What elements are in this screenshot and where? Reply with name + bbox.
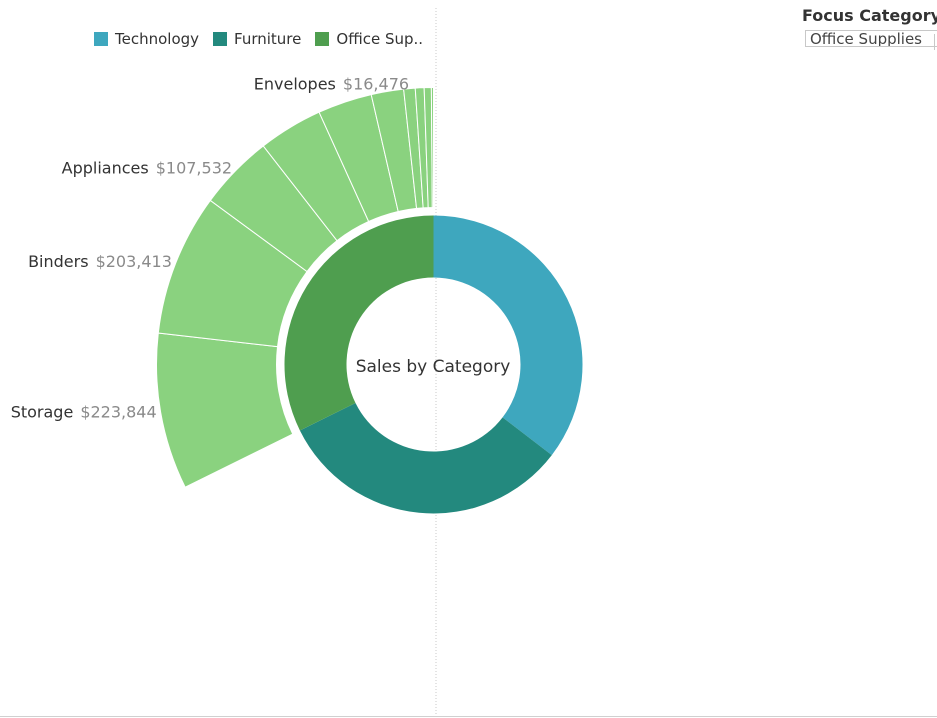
inner-slice-office-supplies[interactable]	[284, 215, 434, 431]
legend-item-technology[interactable]: Technology	[94, 30, 199, 48]
center-label: Sales by Category	[356, 357, 511, 377]
outer-label-value-storage: $223,844	[80, 403, 156, 422]
outer-label-binders: Binders $203,413	[28, 252, 172, 271]
focus-category-dropdown-edge	[934, 34, 935, 50]
focus-category-select[interactable]: Office Supplies	[805, 30, 937, 47]
outer-label-value-binders: $203,413	[96, 252, 172, 271]
focus-category-title: Focus Category	[802, 6, 937, 25]
outer-label-name-envelopes: Envelopes	[254, 75, 336, 94]
outer-label-storage: Storage $223,844	[11, 403, 157, 422]
outer-label-value-appliances: $107,532	[156, 159, 232, 178]
outer-label-name-appliances: Appliances	[62, 159, 149, 178]
legend-item-furniture[interactable]: Furniture	[213, 30, 301, 48]
inner-ring	[284, 215, 583, 514]
legend-label-furniture: Furniture	[234, 30, 302, 48]
inner-slice-furniture[interactable]	[299, 403, 552, 514]
outer-slice-storage[interactable]	[156, 332, 294, 488]
legend-label-office-supplies: Office Sup..	[336, 30, 423, 48]
outer-label-appliances: Appliances $107,532	[62, 159, 232, 178]
outer-labels: Storage $223,844 Binders $203,413 Appliances…	[11, 75, 409, 422]
inner-slice-technology[interactable]	[433, 215, 583, 456]
outer-slice-other[interactable]	[430, 86, 434, 209]
outer-label-envelopes: Envelopes $16,476	[254, 75, 409, 94]
focus-category-filter: Focus Category Office Supplies	[802, 6, 937, 50]
outer-label-name-storage: Storage	[11, 403, 74, 422]
outer-label-value-envelopes: $16,476	[343, 75, 409, 94]
outer-ring	[156, 86, 434, 488]
legend-label-technology: Technology	[115, 30, 200, 48]
legend-item-office-supplies[interactable]: Office Sup..	[315, 30, 422, 48]
outer-label-name-binders: Binders	[28, 252, 88, 271]
legend-swatch-office-supplies	[315, 32, 330, 46]
legend-swatch-furniture	[213, 32, 228, 46]
legend: Technology Furniture Office Sup..	[94, 30, 436, 48]
legend-swatch-technology	[94, 32, 108, 46]
